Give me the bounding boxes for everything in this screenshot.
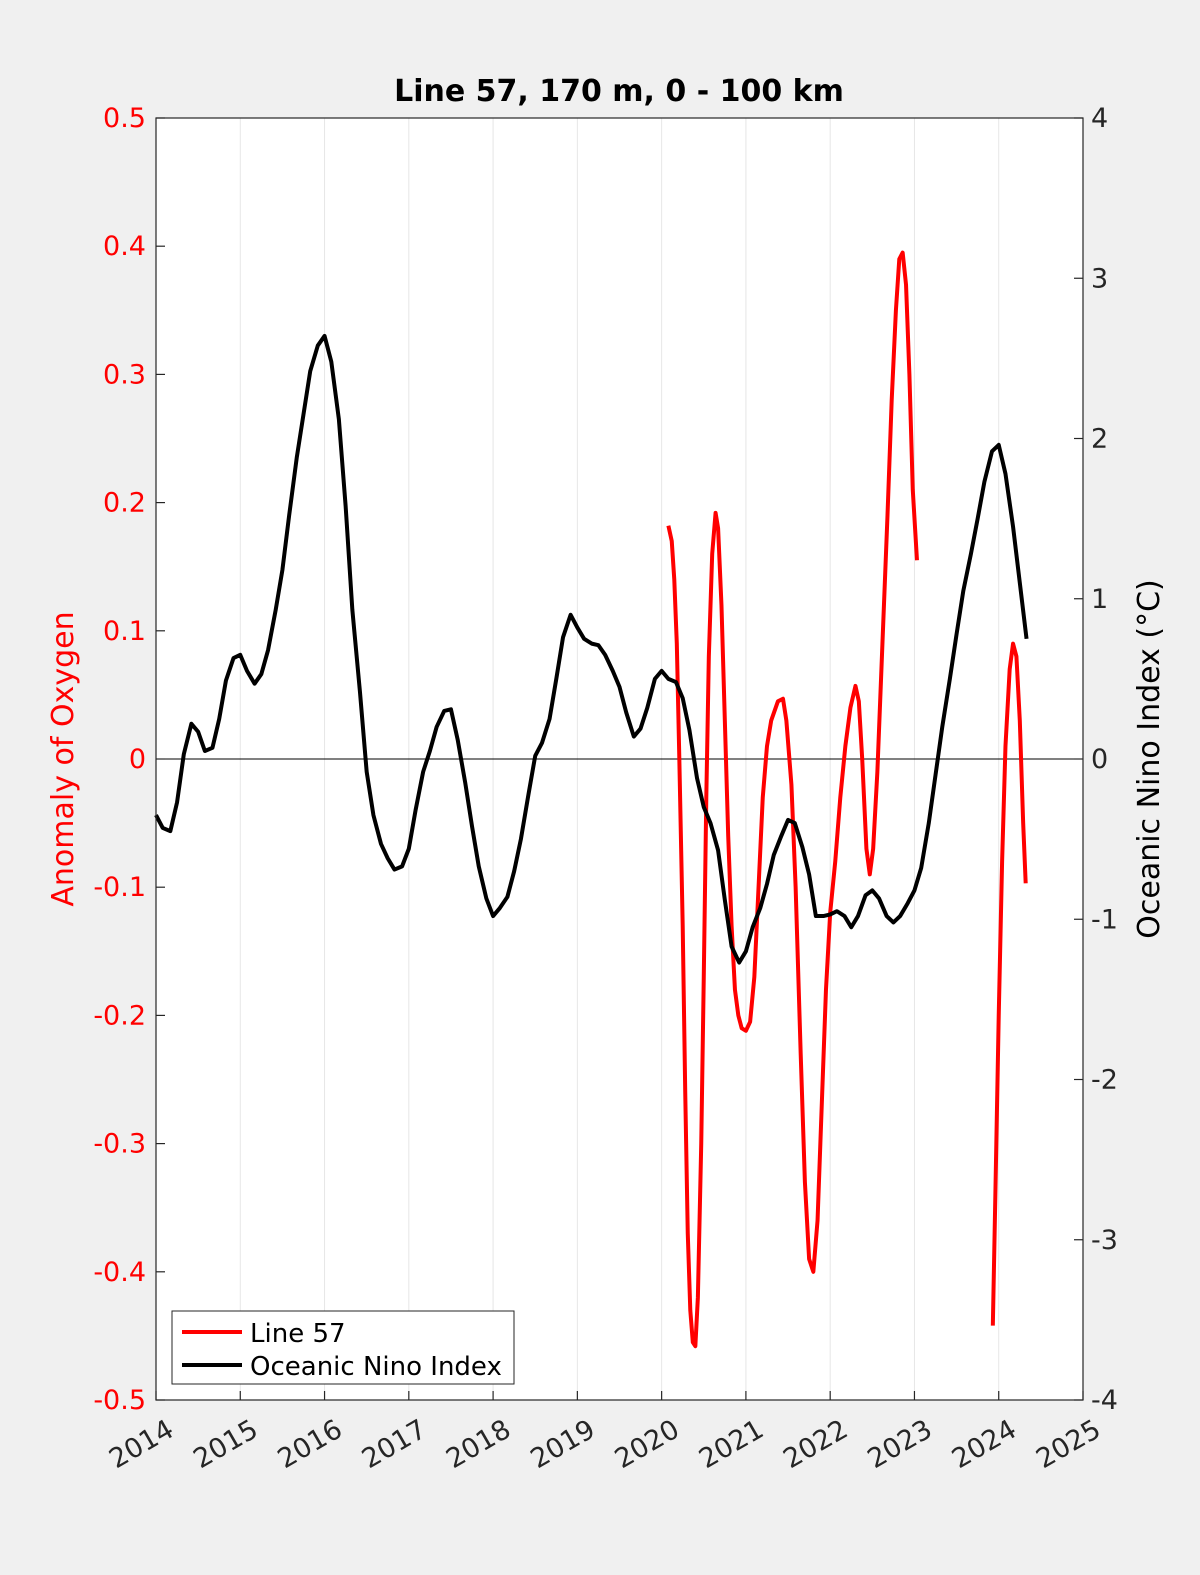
y-right-tick-label: -1: [1091, 904, 1118, 935]
y-left-tick-label: -0.4: [93, 1257, 146, 1288]
y-right-tick-label: 0: [1091, 744, 1108, 775]
y-right-tick-label: 2: [1091, 424, 1108, 455]
y-axis-left-label: Anomaly of Oxygen: [46, 611, 81, 906]
y-left-tick-label: -0.5: [93, 1385, 146, 1416]
legend-label-oni: Oceanic Nino Index: [250, 1352, 502, 1382]
series-line-line57: [666, 250, 1028, 1349]
y-left-tick-label: -0.2: [93, 1000, 146, 1031]
legend-box: [171, 1310, 515, 1385]
y-left-tick-label: 0.4: [103, 231, 146, 262]
series-line-oni: [154, 333, 1029, 965]
y-left-tick-label: 0: [129, 744, 146, 775]
y-left-tick-label: 0.5: [103, 103, 146, 134]
y-left-tick-label: 0.2: [103, 488, 146, 519]
y-left-tick-label: 0.3: [103, 359, 146, 390]
y-left-tick-label: -0.1: [93, 872, 146, 903]
legend: Line 57 Oceanic Nino Index: [171, 1310, 515, 1385]
y-right-tick-label: 4: [1091, 103, 1108, 134]
y-left-tick-label: 0.1: [103, 616, 146, 647]
y-right-tick-label: 1: [1091, 584, 1108, 615]
y-left-tick-label: -0.3: [93, 1129, 146, 1160]
y-right-tick-label: -2: [1091, 1065, 1118, 1096]
y-right-tick-label: -4: [1091, 1385, 1118, 1416]
chart-title: Line 57, 170 m, 0 - 100 km: [394, 74, 844, 109]
y-right-tick-label: 3: [1091, 263, 1108, 294]
series-layer: [154, 250, 1029, 1349]
y-axis-right-label: Oceanic Nino Index (°C): [1132, 579, 1167, 939]
y-right-tick-label: -3: [1091, 1225, 1118, 1256]
legend-label-line57: Line 57: [250, 1319, 346, 1349]
